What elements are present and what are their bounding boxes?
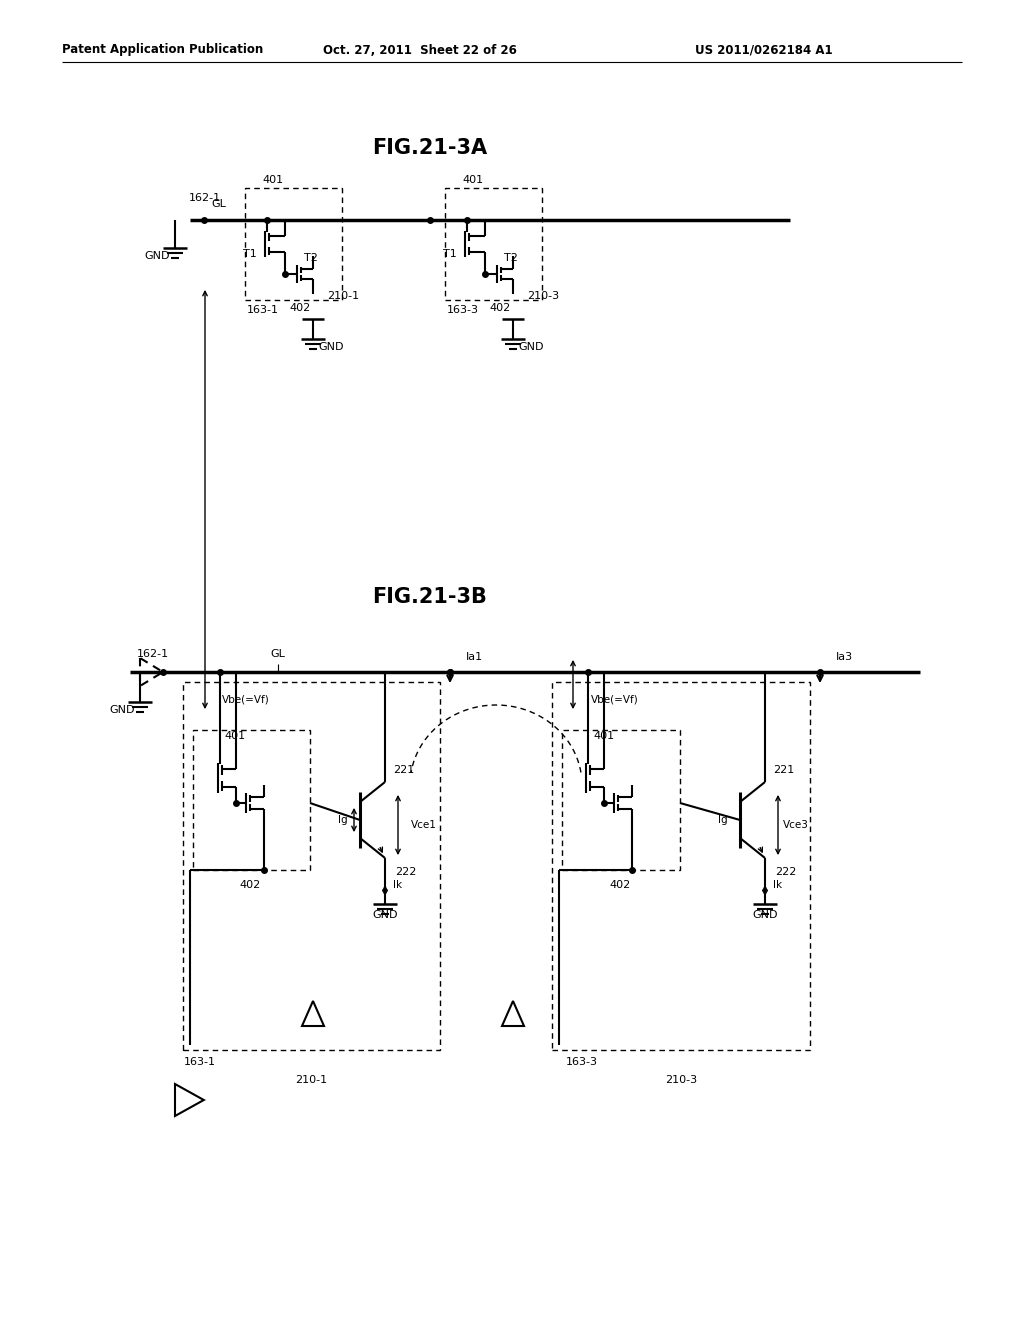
Text: 163-3: 163-3	[447, 305, 479, 315]
Polygon shape	[502, 1001, 524, 1026]
Bar	[445, 187, 542, 300]
Bar	[183, 682, 440, 1049]
Text: T2: T2	[304, 253, 317, 263]
Text: Ig: Ig	[338, 814, 348, 825]
Text: Vbe(=Vf): Vbe(=Vf)	[222, 696, 270, 705]
Text: 163-1: 163-1	[184, 1057, 216, 1067]
Text: T1: T1	[244, 249, 257, 259]
Text: 163-1: 163-1	[247, 305, 279, 315]
Bar	[562, 730, 680, 870]
Text: Ia3: Ia3	[836, 652, 853, 663]
Bar	[552, 682, 810, 1049]
Text: GND: GND	[518, 342, 544, 352]
Text: 210-3: 210-3	[527, 290, 559, 301]
Text: 162-1: 162-1	[189, 193, 221, 203]
Text: Ik: Ik	[393, 880, 402, 890]
Text: 162-1: 162-1	[137, 649, 169, 659]
Text: 221: 221	[393, 766, 415, 775]
Text: 210-3: 210-3	[665, 1074, 697, 1085]
Text: 402: 402	[489, 304, 511, 313]
Text: 210-1: 210-1	[327, 290, 359, 301]
Text: 401: 401	[594, 731, 614, 741]
Text: Ia1: Ia1	[466, 652, 483, 663]
Bar	[193, 730, 310, 870]
Text: T1: T1	[443, 249, 457, 259]
Text: 401: 401	[262, 176, 284, 185]
Text: GND: GND	[373, 909, 397, 920]
Polygon shape	[302, 1001, 324, 1026]
Text: Vce3: Vce3	[783, 820, 809, 830]
Text: 210-1: 210-1	[295, 1074, 327, 1085]
Text: GND: GND	[318, 342, 343, 352]
Text: FIG.21-3A: FIG.21-3A	[373, 139, 487, 158]
Text: GND: GND	[110, 705, 135, 715]
Text: 222: 222	[775, 867, 797, 876]
Text: 402: 402	[240, 880, 261, 890]
Text: 402: 402	[290, 304, 310, 313]
Text: T2: T2	[504, 253, 518, 263]
Text: GL: GL	[211, 199, 226, 209]
Text: Ig: Ig	[719, 814, 728, 825]
Text: 401: 401	[224, 731, 246, 741]
Text: 401: 401	[463, 176, 483, 185]
Text: 221: 221	[773, 766, 795, 775]
Text: Vce1: Vce1	[411, 820, 437, 830]
Text: Ik: Ik	[773, 880, 782, 890]
Text: US 2011/0262184 A1: US 2011/0262184 A1	[695, 44, 833, 57]
Text: GND: GND	[144, 251, 170, 261]
Text: 222: 222	[395, 867, 417, 876]
Text: GL: GL	[270, 649, 286, 659]
Text: 163-3: 163-3	[566, 1057, 598, 1067]
Bar	[245, 187, 342, 300]
Text: FIG.21-3B: FIG.21-3B	[373, 587, 487, 607]
Text: GND: GND	[753, 909, 778, 920]
Text: Vbe(=Vf): Vbe(=Vf)	[591, 696, 639, 705]
Text: Patent Application Publication: Patent Application Publication	[62, 44, 263, 57]
Text: Oct. 27, 2011  Sheet 22 of 26: Oct. 27, 2011 Sheet 22 of 26	[323, 44, 517, 57]
Text: 402: 402	[609, 880, 631, 890]
